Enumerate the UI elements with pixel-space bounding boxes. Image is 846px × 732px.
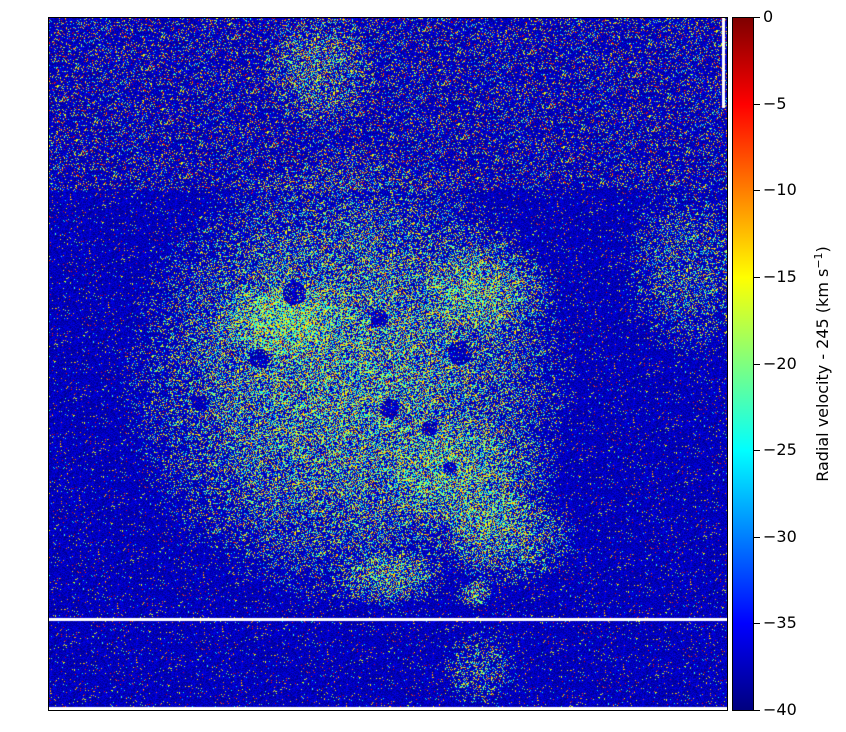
- colorbar-tick: [754, 17, 760, 18]
- velocity-map-canvas: [49, 18, 727, 710]
- colorbar-tick-label: −35: [763, 613, 797, 633]
- colorbar-tick-label: −5: [763, 93, 787, 113]
- colorbar-tick-label: 0: [763, 7, 774, 26]
- colorbar-tick: [754, 710, 760, 711]
- colorbar-tick: [754, 190, 760, 192]
- colorbar-tick-label: −20: [763, 353, 797, 373]
- colorbar-tick: [754, 363, 760, 365]
- colorbar-tick: [754, 536, 760, 538]
- velocity-map-image: [48, 17, 728, 711]
- colorbar: [732, 17, 754, 711]
- colorbar-tick-label: −15: [763, 266, 797, 286]
- colorbar-tick-label: −10: [763, 180, 797, 200]
- colorbar-tick: [754, 450, 760, 452]
- colorbar-tick-label: −30: [763, 526, 797, 546]
- colorbar-tick: [754, 623, 760, 625]
- colorbar-tick-label: −40: [763, 700, 797, 719]
- colorbar-tick: [754, 276, 760, 278]
- colorbar-tick: [754, 103, 760, 105]
- colorbar-label: Radial velocity - 245 (km s−1): [811, 246, 833, 482]
- colorbar-tick-label: −25: [763, 440, 797, 460]
